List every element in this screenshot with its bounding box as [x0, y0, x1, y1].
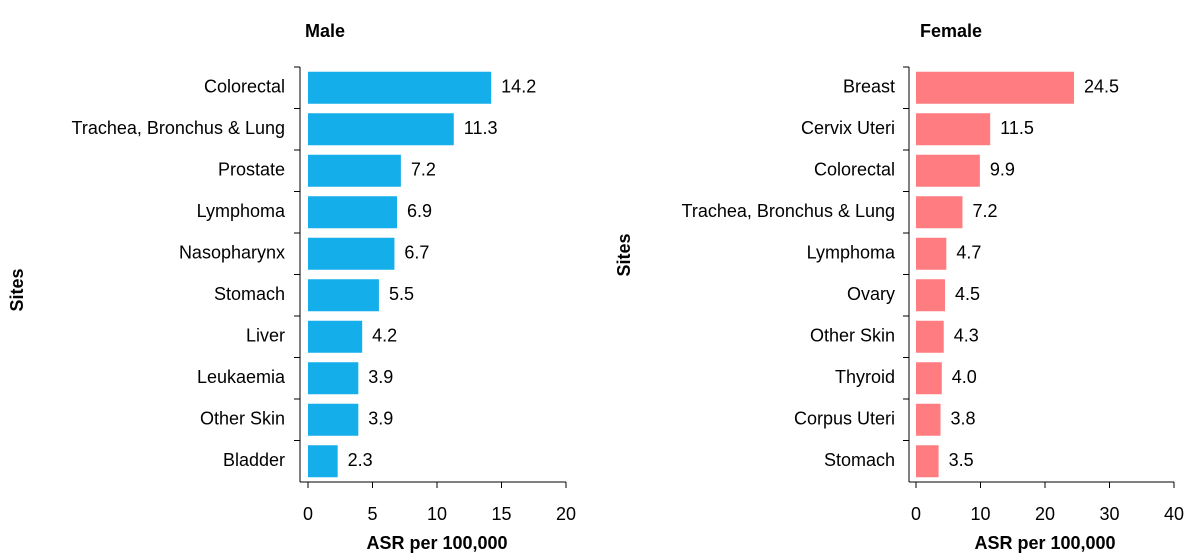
- x-tick-label: 0: [303, 504, 313, 524]
- bar: [308, 445, 338, 478]
- y-tick-label: Ovary: [847, 284, 895, 304]
- bar: [308, 154, 401, 187]
- y-tick-label: Breast: [843, 77, 895, 97]
- bar: [308, 71, 492, 104]
- x-tick-label: 10: [970, 504, 990, 524]
- bar: [916, 113, 991, 146]
- bar: [308, 320, 363, 353]
- bar: [308, 196, 398, 229]
- y-tick-label: Leukaemia: [197, 367, 286, 387]
- data-label: 9.9: [990, 160, 1015, 180]
- bar: [916, 154, 980, 187]
- y-tick-label: Cervix Uteri: [801, 118, 895, 138]
- bar: [916, 445, 939, 478]
- y-tick-label: Prostate: [218, 160, 285, 180]
- data-label: 5.5: [389, 284, 414, 304]
- bar: [916, 320, 944, 353]
- y-tick-label: Bladder: [223, 450, 285, 470]
- data-label: 4.5: [955, 284, 980, 304]
- data-label: 4.3: [954, 326, 979, 346]
- chart-title: Female: [920, 21, 982, 41]
- bar: [916, 279, 946, 312]
- y-tick-label: Nasopharynx: [179, 243, 285, 263]
- y-tick-label: Stomach: [214, 284, 285, 304]
- data-label: 6.9: [407, 201, 432, 221]
- bar: [308, 362, 359, 395]
- y-axis-label: Sites: [614, 233, 634, 276]
- data-label: 4.0: [952, 367, 977, 387]
- data-label: 11.5: [1000, 118, 1034, 138]
- data-label: 3.5: [949, 450, 974, 470]
- bar: [308, 113, 454, 146]
- data-label: 14.2: [501, 77, 536, 97]
- data-label: 4.7: [956, 243, 981, 263]
- y-tick-label: Lymphoma: [807, 243, 896, 263]
- y-tick-label: Other Skin: [200, 409, 285, 429]
- bar: [916, 71, 1075, 104]
- data-label: 6.7: [404, 243, 429, 263]
- y-axis-label: Sites: [7, 268, 27, 311]
- bar: [308, 403, 359, 436]
- bar: [916, 403, 941, 436]
- data-label: 24.5: [1084, 77, 1119, 97]
- bar: [916, 196, 963, 229]
- data-label: 3.9: [368, 367, 393, 387]
- y-tick-label: Trachea, Bronchus & Lung: [72, 118, 285, 138]
- x-tick-label: 20: [1035, 504, 1055, 524]
- x-tick-label: 30: [1099, 504, 1119, 524]
- x-tick-label: 20: [556, 504, 576, 524]
- y-tick-label: Trachea, Bronchus & Lung: [682, 201, 895, 221]
- y-tick-label: Colorectal: [204, 77, 285, 97]
- data-label: 7.2: [411, 160, 436, 180]
- data-label: 7.2: [972, 201, 997, 221]
- bar: [916, 362, 942, 395]
- y-tick-label: Corpus Uteri: [794, 409, 895, 429]
- x-axis-label: ASR per 100,000: [366, 533, 507, 553]
- data-label: 2.3: [348, 450, 373, 470]
- y-tick-label: Thyroid: [835, 367, 895, 387]
- y-tick-label: Colorectal: [814, 160, 895, 180]
- bar: [308, 279, 379, 312]
- x-tick-label: 10: [427, 504, 447, 524]
- bar: [916, 237, 947, 270]
- x-tick-label: 5: [367, 504, 377, 524]
- x-axis-label: ASR per 100,000: [974, 533, 1115, 553]
- data-label: 3.8: [951, 409, 976, 429]
- bar: [308, 237, 395, 270]
- x-tick-label: 15: [491, 504, 511, 524]
- y-tick-label: Other Skin: [810, 326, 895, 346]
- x-tick-label: 40: [1164, 504, 1184, 524]
- chart-title: Male: [305, 21, 345, 41]
- y-tick-label: Stomach: [824, 450, 895, 470]
- y-tick-label: Liver: [246, 326, 285, 346]
- x-tick-label: 0: [911, 504, 921, 524]
- data-label: 11.3: [464, 118, 498, 138]
- data-label: 4.2: [372, 326, 397, 346]
- y-tick-label: Lymphoma: [197, 201, 286, 221]
- data-label: 3.9: [368, 409, 393, 429]
